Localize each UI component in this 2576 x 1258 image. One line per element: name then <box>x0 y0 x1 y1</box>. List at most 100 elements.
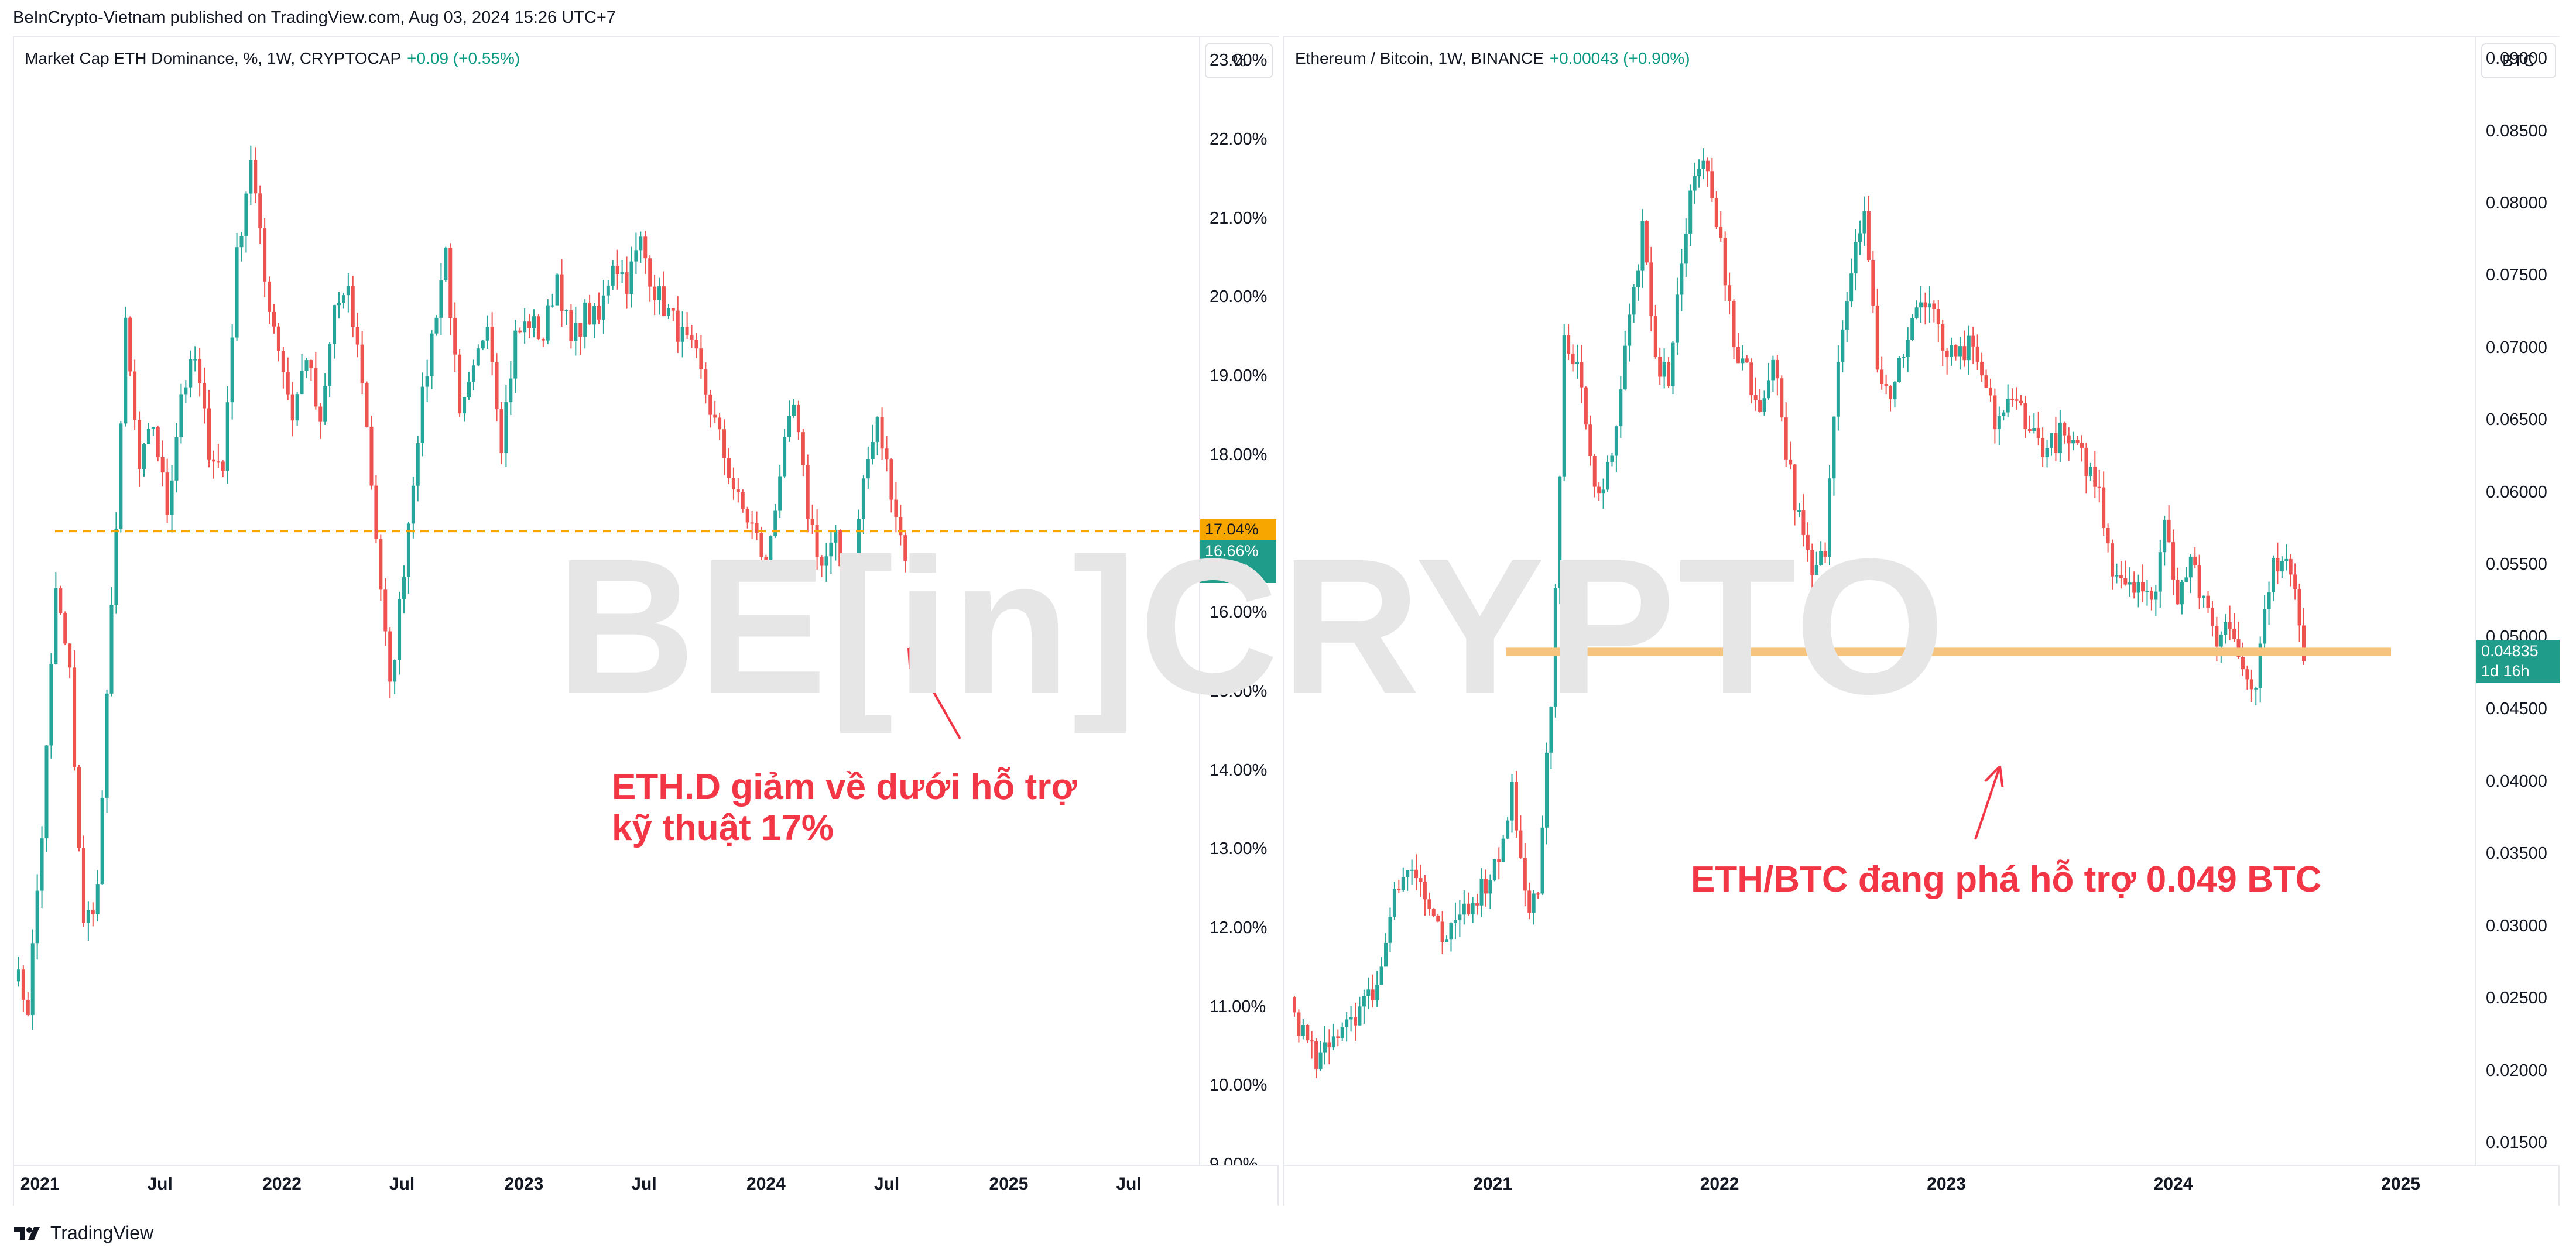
left-candle <box>355 313 359 358</box>
right-candle <box>1323 1026 1327 1065</box>
right-legend: Ethereum / Bitcoin, 1W, BINANCE +0.00043 … <box>1295 49 1690 68</box>
left-y-tick: 23.00% <box>1210 51 1268 70</box>
right-bar-countdown: 1d 16h <box>2481 662 2530 680</box>
right-candle <box>2036 412 2040 445</box>
right-price-tag: 0.04835 1d 16h <box>2476 640 2560 684</box>
right-candle <box>1423 875 1427 916</box>
right-annotation-line1: ETH/BTC đang phá hỗ trợ 0.049 BTC <box>1691 859 2322 900</box>
right-candle <box>1662 348 1666 389</box>
right-candle <box>1745 355 1749 363</box>
right-candle <box>2263 594 2267 656</box>
right-candle <box>1318 1041 1323 1071</box>
left-candle <box>170 465 174 533</box>
left-candle <box>564 309 568 325</box>
left-time-axis[interactable]: 2021 Jul 2022 Jul 2023 Jul 2024 Jul 2025 Jul <box>14 1165 1277 1206</box>
right-candle <box>1862 196 1866 246</box>
left-candle <box>128 316 132 376</box>
right-candle <box>1997 406 2001 445</box>
left-candle <box>193 346 197 372</box>
right-candle <box>1841 320 1845 373</box>
left-unit-button[interactable]: % <box>1205 43 1273 78</box>
left-candle <box>369 416 374 490</box>
right-candle <box>1893 381 1897 408</box>
right-candle <box>1762 390 1766 416</box>
right-candle <box>1479 868 1484 917</box>
left-candle <box>718 413 722 441</box>
left-candle <box>666 304 670 320</box>
right-candle <box>1471 897 1475 923</box>
left-y-tick: 10.00% <box>1210 1076 1268 1095</box>
left-candle <box>541 337 545 347</box>
right-candle <box>2241 642 2245 677</box>
left-candle <box>824 543 828 582</box>
right-candle <box>2010 388 2015 407</box>
left-plot-area[interactable] <box>14 37 1199 1165</box>
left-candle <box>44 745 49 852</box>
right-candle <box>2045 440 2049 468</box>
left-candle <box>801 429 805 477</box>
right-candle <box>1775 355 1779 396</box>
right-candle <box>2023 396 2027 438</box>
right-candle <box>2071 431 2075 451</box>
left-candle <box>875 416 879 455</box>
left-candle <box>708 390 712 428</box>
right-price-axis[interactable]: BTC 0.09000 0.08500 0.08000 0.07500 0.07000 0… <box>2475 37 2560 1165</box>
right-candle <box>2171 529 2176 595</box>
right-candle <box>1927 286 1931 323</box>
left-candle <box>388 627 392 698</box>
right-candle <box>2293 563 2297 600</box>
right-candle <box>1392 882 1396 920</box>
left-y-tick: 11.00% <box>1210 997 1266 1016</box>
left-candle <box>620 260 624 283</box>
left-y-tick: 22.00% <box>1210 130 1268 149</box>
right-candle <box>1362 989 1366 1024</box>
left-candle <box>263 218 267 297</box>
right-plot-area[interactable] <box>1284 37 2475 1165</box>
left-candle <box>769 535 773 568</box>
right-candle <box>1658 347 1662 385</box>
left-candle <box>207 390 211 468</box>
left-candle <box>328 341 332 397</box>
left-price-axis[interactable]: % 23.00% 22.00% 21.00% 20.00% 19.00% 18.00% 17… <box>1199 37 1279 1174</box>
left-candle <box>606 280 610 304</box>
left-candle <box>77 765 81 852</box>
right-time-axis[interactable]: 2021 2022 2023 2024 2025 <box>1284 1165 2558 1206</box>
right-candle <box>1880 356 1884 390</box>
right-candle <box>1701 148 1705 180</box>
left-candle <box>458 349 462 417</box>
right-candle <box>1967 325 1971 375</box>
right-candle <box>2141 564 2145 602</box>
right-candle <box>2115 563 2119 584</box>
right-candle <box>2180 580 2184 615</box>
footer-brand[interactable]: TradingView <box>13 1222 153 1244</box>
right-candle <box>1388 907 1392 952</box>
right-chart-panel: Ethereum / Bitcoin, 1W, BINANCE +0.00043 … <box>1283 36 2560 1206</box>
right-y-tick: 0.07000 <box>2486 338 2547 357</box>
right-candle <box>1954 344 1958 361</box>
right-candle <box>1845 292 1849 342</box>
left-candle <box>174 423 179 493</box>
left-candle <box>722 419 727 475</box>
left-candle <box>759 526 763 564</box>
right-x-tick: 2025 <box>2381 1174 2420 1194</box>
left-candle <box>546 299 550 344</box>
right-candle <box>1758 389 1762 413</box>
left-candle <box>523 308 527 344</box>
right-candle <box>1766 362 1770 400</box>
right-candle <box>2006 384 2010 417</box>
left-y-tick: 15.00% <box>1210 681 1268 701</box>
left-candle <box>179 383 183 444</box>
left-x-tick: 2023 <box>504 1174 544 1194</box>
left-candle <box>239 231 244 262</box>
right-unit-button[interactable]: BTC <box>2481 43 2556 78</box>
left-candle <box>444 246 448 282</box>
left-candle <box>81 835 85 927</box>
left-candle <box>379 534 383 601</box>
right-candle <box>2088 462 2092 481</box>
right-candle <box>1697 159 1701 188</box>
left-annotation-arrow <box>907 647 961 739</box>
left-candle <box>290 382 294 437</box>
left-candle <box>513 320 518 393</box>
left-candle <box>680 311 684 358</box>
right-candle <box>2154 585 2158 616</box>
